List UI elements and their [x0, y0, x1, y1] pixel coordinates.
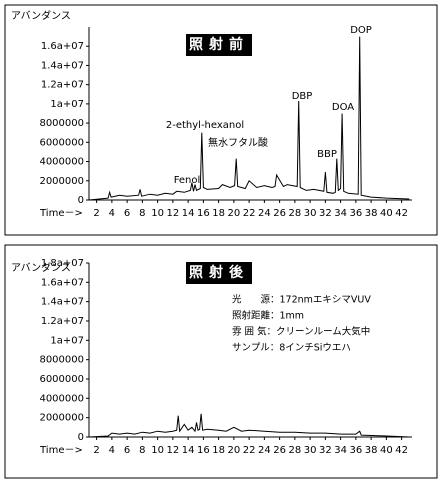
x-tick-label: 4	[109, 445, 115, 456]
y-tick-label: 1.2a+07	[41, 316, 84, 327]
x-tick-label: 14	[182, 208, 195, 219]
peak-label: DBP	[292, 91, 313, 102]
x-tick-label: 6	[124, 445, 130, 456]
y-tick-label: 0	[78, 195, 84, 206]
panel-title: 照射後	[189, 264, 249, 281]
x-tick-label: 6	[124, 208, 130, 219]
x-tick-label: 18	[212, 208, 225, 219]
x-tick-label: 22	[243, 208, 256, 219]
panel-frame	[4, 244, 438, 479]
x-tick-label: 22	[243, 445, 256, 456]
x-tick-label: 38	[365, 208, 378, 219]
x-tick-label: 24	[258, 445, 271, 456]
x-tick-label: 30	[304, 208, 317, 219]
x-tick-label: 2	[93, 208, 99, 219]
x-tick-label: 28	[288, 445, 301, 456]
x-tick-label: 42	[395, 445, 408, 456]
x-tick-label: 2	[93, 445, 99, 456]
peak-label: BBP	[317, 149, 337, 160]
x-tick-label: 28	[288, 208, 301, 219]
x-tick-label: 12	[167, 445, 180, 456]
x-tick-label: 36	[349, 445, 362, 456]
x-tick-label: 16	[197, 445, 210, 456]
condition-note: 雰 囲 気：クリーンルーム大気中	[232, 326, 370, 338]
condition-note: 光 源：172nmエキシマVUV	[232, 294, 371, 306]
x-tick-label: 8	[139, 208, 145, 219]
x-tick-label: 20	[228, 208, 241, 219]
x-tick-label: 34	[334, 445, 347, 456]
x-tick-label: 8	[139, 445, 145, 456]
x-tick-label: 42	[395, 208, 408, 219]
x-tick-label: 24	[258, 208, 271, 219]
x-tick-label: 30	[304, 445, 317, 456]
y-tick-label: 1.6a+07	[41, 277, 84, 288]
x-tick-label: 10	[151, 445, 164, 456]
x-tick-label: 16	[197, 208, 210, 219]
x-tick-label: 10	[151, 208, 164, 219]
x-tick-label: 26	[273, 445, 286, 456]
peak-label: 2-ethyl-hexanol	[166, 120, 244, 131]
y-tick-label: 6000000	[39, 137, 84, 148]
peak-label: DOA	[332, 102, 354, 113]
x-tick-label: 20	[228, 445, 241, 456]
y-tick-label: 1.4a+07	[41, 297, 84, 308]
panel-frame	[4, 4, 438, 236]
x-tick-label: 36	[349, 208, 362, 219]
x-tick-label: 4	[109, 208, 115, 219]
y-tick-label: 1a+07	[50, 99, 84, 110]
y-tick-label: 6000000	[39, 374, 84, 385]
x-tick-label: 40	[380, 445, 393, 456]
y-tick-label: 0	[78, 432, 84, 443]
x-tick-label: 38	[365, 445, 378, 456]
x-tick-label: 26	[273, 208, 286, 219]
y-tick-label: 2000000	[39, 176, 84, 187]
y-tick-label: 1.6a+07	[41, 41, 84, 52]
y-tick-label: 8000000	[39, 355, 84, 366]
panel-title: 照射前	[189, 36, 249, 53]
y-tick-label: 2000000	[39, 413, 84, 424]
chromatogram-line	[88, 36, 410, 201]
x-tick-label: 12	[167, 208, 180, 219]
x-tick-label: 32	[319, 208, 332, 219]
x-axis-label: Time－>	[39, 208, 83, 219]
x-tick-label: 18	[212, 445, 225, 456]
y-tick-label: 4000000	[39, 157, 84, 168]
x-tick-label: 32	[319, 445, 332, 456]
condition-note: 照射距離：1mm	[232, 310, 304, 322]
y-tick-label: 1.8a+07	[41, 258, 84, 269]
y-tick-label: 8000000	[39, 118, 84, 129]
y-tick-label: 4000000	[39, 393, 84, 404]
condition-note: サンプル：8インチSiウエハ	[232, 343, 351, 354]
title-box	[186, 262, 252, 284]
peak-label: Fenol	[174, 175, 201, 186]
y-tick-label: 1a+07	[50, 335, 84, 346]
x-tick-label: 14	[182, 445, 195, 456]
x-tick-label: 40	[380, 208, 393, 219]
y-tick-label: 1.4a+07	[41, 60, 84, 71]
y-axis-label: アバンダンス	[11, 261, 71, 274]
peak-label: DOP	[350, 25, 372, 36]
x-axis-label: Time－>	[39, 445, 83, 456]
y-tick-label: 1.2a+07	[41, 80, 84, 91]
x-tick-label: 34	[334, 208, 347, 219]
title-box	[186, 34, 252, 56]
peak-label: 無水フタル酸	[208, 136, 268, 149]
y-axis-label: アバンダンス	[11, 9, 71, 22]
chromatogram-line	[88, 413, 410, 438]
